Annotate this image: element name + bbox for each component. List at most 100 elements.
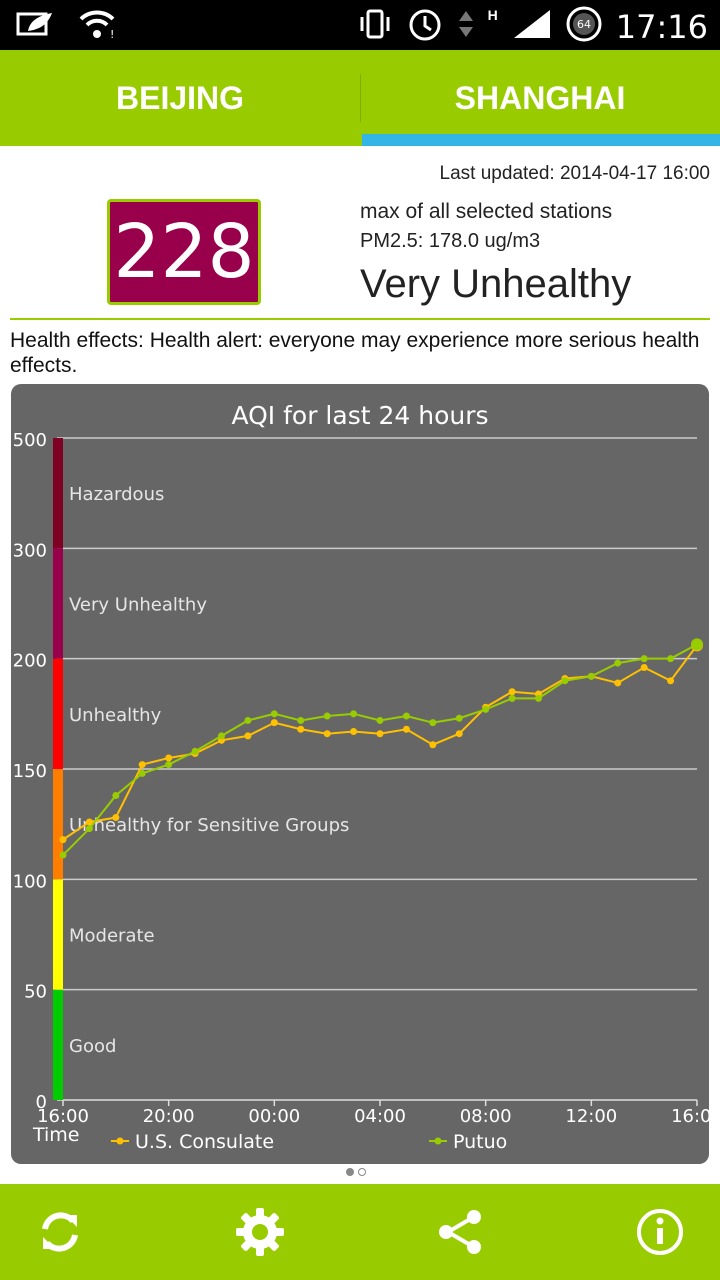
data-point [138,761,146,769]
vibrate-icon [358,7,392,46]
y-tick-label: 300 [13,540,47,561]
data-point [218,732,225,740]
data-point [376,730,384,738]
aqi-band [53,548,63,659]
data-point [508,694,516,702]
data-point [667,677,675,685]
data-point [323,712,331,720]
battery-icon: 64 [566,6,602,47]
data-point [614,679,622,687]
aqi-band [53,879,63,990]
station-source: max of all selected stations [360,200,613,223]
y-tick-label: 200 [13,651,47,672]
x-tick-label: 12:00 [565,1106,617,1127]
data-point [244,732,252,740]
wifi-icon: ! [78,8,116,45]
legend-label: U.S. Consulate [135,1131,274,1153]
data-point [667,655,675,663]
data-point [138,769,146,777]
settings-button[interactable] [232,1204,288,1260]
data-transfer-icon [458,9,474,44]
aqi-band [53,438,63,549]
series-line [62,644,698,841]
share-icon [439,1210,481,1254]
aqi-band [53,658,63,769]
data-point [323,730,331,738]
info-icon [637,1209,683,1255]
band-label: Unhealthy [69,705,162,726]
clock: 17:16 [615,7,708,46]
data-point [402,712,410,720]
refresh-button[interactable] [32,1204,88,1260]
x-tick-label: 20:00 [143,1106,195,1127]
data-point [297,716,305,724]
data-point [402,725,410,733]
tab-shanghai[interactable]: SHANGHAI [454,79,626,116]
data-point [59,836,67,844]
data-point [270,719,278,727]
bottom-action-bar [0,1184,720,1280]
data-point [508,688,516,696]
aqi-level: Very Unhealthy [360,262,632,306]
y-tick-label: 50 [24,982,47,1003]
band-label: Very Unhealthy [69,595,207,616]
legend-label: Putuo [453,1131,507,1153]
data-point [640,655,648,663]
x-tick-label: 08:00 [460,1106,512,1127]
data-point [455,730,463,738]
aqi-value-badge: 228 [107,199,261,305]
data-point [455,714,463,722]
data-point [85,825,93,833]
data-point [561,677,569,685]
x-tick-label: 16:00 [37,1106,89,1127]
refresh-icon [42,1212,78,1252]
aqi-chart-panel: AQI for last 24 hours Good Moderate Unheal… [11,384,720,1164]
y-tick-label: 0 [36,1092,47,1113]
network-type: H [487,6,498,23]
data-point [165,754,173,762]
data-point [587,672,595,680]
band-label: Moderate [69,926,155,947]
tab-beijing[interactable]: BEIJING [115,79,245,116]
aqi-band [53,989,63,1100]
x-axis-label: Time [32,1124,80,1146]
gear-icon [236,1208,284,1256]
data-point [535,694,542,702]
share-button[interactable] [432,1204,488,1260]
y-tick-label: 500 [13,430,47,451]
x-tick-label: 04:00 [354,1106,406,1127]
data-point [112,791,120,799]
signal-icon [512,8,552,45]
page-indicator [346,1168,366,1176]
svg-text:64: 64 [577,18,591,31]
info-button[interactable] [632,1204,688,1260]
data-point [350,727,358,735]
leaf-notification-icon [16,9,56,44]
svg-text:!: ! [110,28,114,40]
data-point [112,814,120,822]
band-label: Good [69,1036,116,1057]
data-point [297,725,305,733]
data-point [691,638,703,651]
data-point [376,716,384,724]
x-tick-label: 16:00 [671,1106,709,1127]
status-bar: ! H 64 17:16 [0,0,720,50]
data-point [244,716,252,724]
data-point [614,659,622,667]
divider [10,318,710,320]
band-label: Hazardous [69,484,164,505]
aqi-chart: AQI for last 24 hours Good Moderate Unheal… [13,401,720,1153]
data-point [191,747,199,755]
last-updated: Last updated: 2014-04-17 16:00 [439,163,710,184]
tab-divider [360,74,361,122]
page-dot-active [346,1168,354,1176]
y-tick-label: 150 [13,761,47,782]
chart-title: AQI for last 24 hours [231,401,488,430]
health-effects: Health effects: Health alert: everyone m… [10,329,700,377]
y-tick-label: 100 [13,871,47,892]
x-tick-label: 00:00 [248,1106,300,1127]
data-point [429,719,437,727]
data-point [482,705,490,713]
data-point [165,761,173,769]
legend-swatch-dot [434,1137,442,1145]
